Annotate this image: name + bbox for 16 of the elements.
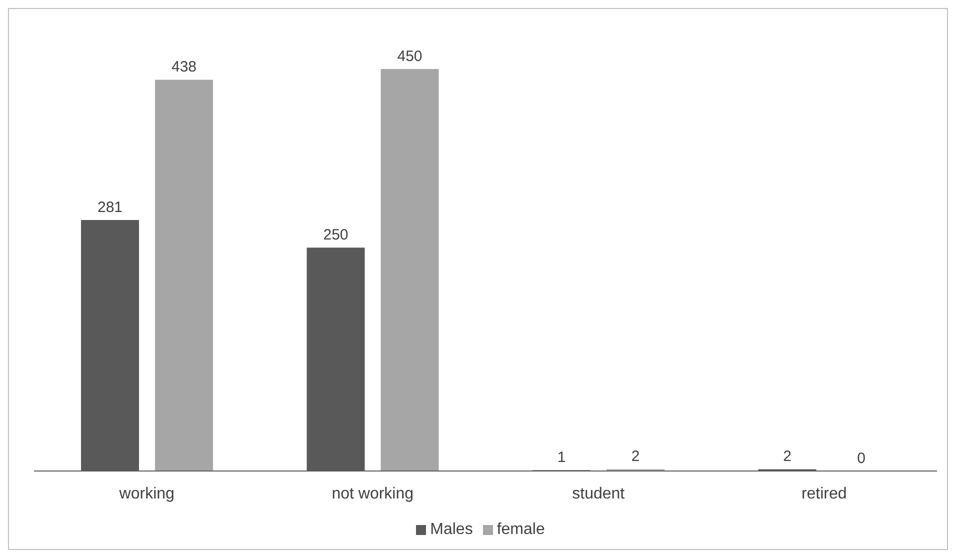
data-label: 250 [323, 226, 348, 244]
data-label: 2 [631, 448, 640, 466]
x-tick-label: retired [801, 485, 847, 502]
data-label: 438 [171, 58, 197, 76]
legend-label: female [496, 521, 545, 538]
bar [380, 69, 439, 471]
data-label: 281 [97, 198, 123, 216]
x-tick-label: student [572, 485, 626, 502]
legend-label: Males [430, 521, 473, 538]
data-label: 2 [783, 448, 792, 466]
data-label: 1 [557, 449, 566, 466]
bar [155, 80, 213, 471]
data-label: 0 [857, 450, 866, 467]
data-label: 450 [397, 48, 422, 65]
x-tick-label: not working [332, 485, 414, 502]
x-tick-label: working [118, 485, 174, 502]
